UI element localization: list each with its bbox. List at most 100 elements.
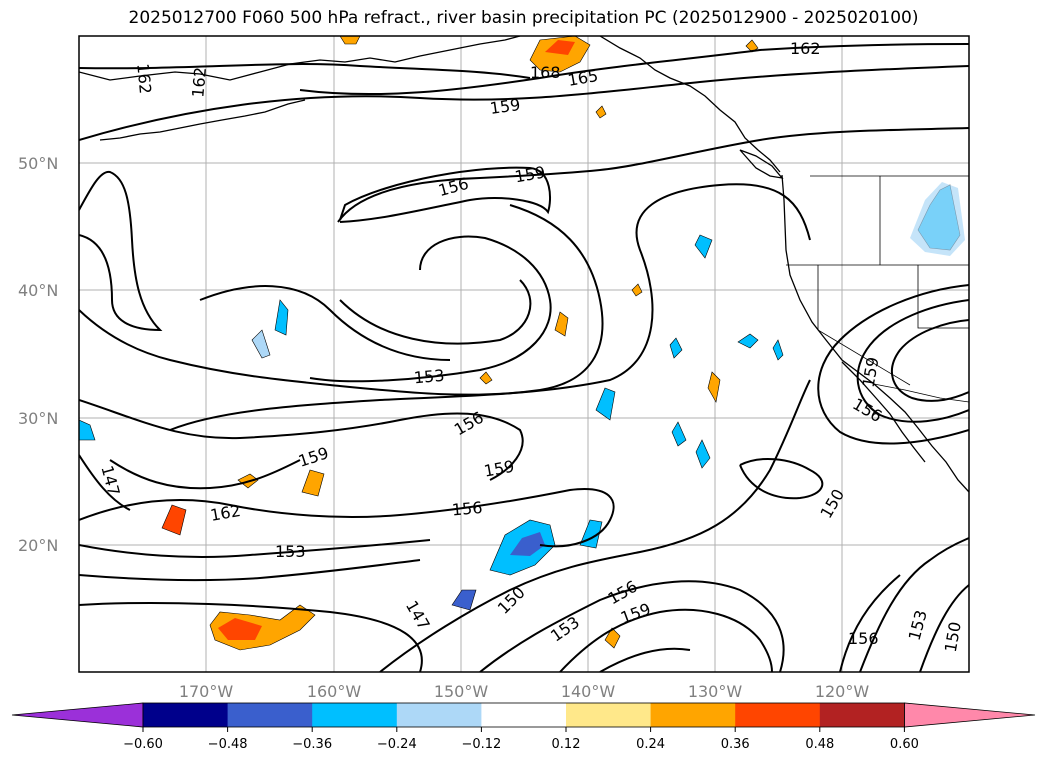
colorbar-bin <box>312 703 398 727</box>
contour-156-cut <box>337 127 969 223</box>
colorbar-extension-high <box>904 702 1036 728</box>
colorbar-tick-label: −0.12 <box>461 737 501 752</box>
contour-147-band <box>79 601 423 672</box>
contour-label: 150 <box>816 486 848 522</box>
patch-gulf-alaska-core <box>545 40 575 55</box>
contour-spiral-inner <box>309 235 552 383</box>
contour-153-south <box>479 580 785 672</box>
contour-label: 150 <box>941 620 965 653</box>
contour-spiral-core <box>339 279 532 345</box>
contour-150-band <box>79 559 421 582</box>
patch-small-1 <box>479 371 493 385</box>
contour-label: 150 <box>494 583 529 618</box>
patch-north-pacific-s <box>554 311 569 337</box>
colorbar-bin <box>481 703 567 727</box>
patch-sw-1-core <box>510 532 545 556</box>
patch-washington-halo <box>910 182 965 256</box>
contour-label: 159 <box>489 95 522 118</box>
contour-label: 147 <box>402 597 434 633</box>
map-title: 2025012700 F060 500 hPa refract., river … <box>128 8 919 28</box>
colorbar <box>11 702 1036 728</box>
colorbar-bin <box>227 703 313 727</box>
patch-east-pacific-4 <box>737 333 759 349</box>
contour-165 <box>299 43 969 96</box>
patch-hawaii-n-1 <box>595 387 616 421</box>
patch-small-2 <box>631 283 643 297</box>
contour-label: 162 <box>133 63 155 95</box>
us-mexico-border <box>873 383 969 403</box>
patch-east-pacific-3 <box>707 371 721 403</box>
colorbar-bin <box>396 703 482 727</box>
patch-gulf-alaska <box>529 36 591 73</box>
lat-label: 40°N <box>18 281 58 300</box>
colorbar-tick-label: 0.60 <box>890 737 919 752</box>
contour-east-150-edge <box>919 584 969 672</box>
colorbar-tick-label: 0.48 <box>805 737 834 752</box>
lat-label: 30°N <box>18 409 58 428</box>
lat-label: 50°N <box>18 154 58 173</box>
patch-sw-5 <box>604 627 621 649</box>
contour-label: 156 <box>436 174 470 200</box>
lon-label: 150°W <box>434 682 489 701</box>
lon-label: 120°W <box>815 682 870 701</box>
colorbar-bin <box>735 703 821 727</box>
contour-label: 159 <box>296 443 331 471</box>
aleutian-islands <box>99 99 306 141</box>
contour-150-south <box>379 379 811 672</box>
patch-central-pacific-1 <box>274 299 289 336</box>
contour-spiral-outer <box>79 204 604 396</box>
colorbar-tick-label: −0.24 <box>377 737 417 752</box>
patch-central-pacific-2 <box>251 329 271 359</box>
contour-label: 162 <box>790 39 821 58</box>
longitude-labels: 170°W 160°W 150°W 140°W 130°W 120°W <box>179 682 870 701</box>
contour-east-150 <box>739 458 824 500</box>
patch-bc-coast <box>339 36 361 45</box>
contour-sub-1 <box>79 488 615 548</box>
colorbar-bin <box>819 703 905 727</box>
contour-159-mid <box>79 399 524 481</box>
patch-west-edge <box>79 419 96 441</box>
contour-162-mid <box>109 459 301 490</box>
lon-label: 130°W <box>688 682 743 701</box>
contour-label: 153 <box>275 542 306 561</box>
contour-east-loop-mid <box>856 299 969 423</box>
colorbar-tick-label: 0.36 <box>721 737 750 752</box>
contour-label: 159 <box>618 599 653 627</box>
us-west-coast <box>781 174 969 493</box>
contour-147-west <box>79 454 131 511</box>
colorbar-tick-label: 0.12 <box>552 737 581 752</box>
colorbar-extension-low <box>11 702 144 728</box>
contour-159-south <box>599 647 691 672</box>
patch-small-4 <box>745 39 759 53</box>
contour-west-loop <box>79 170 163 332</box>
latitude-labels: 50°N 40°N 30°N 20°N <box>18 154 58 555</box>
borders <box>786 175 969 403</box>
contour-label: 153 <box>413 366 445 388</box>
colorbar-tick-label: −0.60 <box>123 737 163 752</box>
lon-label: 170°W <box>179 682 234 701</box>
contour-label: 162 <box>188 66 210 98</box>
contour-label: 153 <box>547 612 583 645</box>
patch-east-pacific-5 <box>772 339 784 361</box>
contour-159-loop <box>339 166 551 223</box>
contour-label: 162 <box>209 501 242 525</box>
colorbar-bin <box>143 703 229 727</box>
lon-label: 160°W <box>307 682 362 701</box>
contour-label: 153 <box>905 608 931 642</box>
colorbar-tick-label: −0.36 <box>292 737 332 752</box>
state-border-4 <box>917 265 969 329</box>
contour-159-north <box>79 65 969 141</box>
patch-sw-4-core <box>218 618 262 640</box>
shaded-field <box>79 36 965 651</box>
baja-coast <box>841 361 926 463</box>
colorbar-tick-label: 0.24 <box>636 737 665 752</box>
patch-sw-2 <box>451 589 477 611</box>
colorbar-ticks: −0.60 −0.48 −0.36 −0.24 −0.12 0.12 0.24 0.36 0.4… <box>123 727 919 752</box>
patch-hawaii-n-3 <box>695 439 711 469</box>
contour-153 <box>199 285 451 361</box>
contour-label: 159 <box>859 356 883 389</box>
contour-153-band <box>79 539 431 558</box>
contour-162-north <box>79 63 531 79</box>
patch-mid-1 <box>301 469 325 497</box>
